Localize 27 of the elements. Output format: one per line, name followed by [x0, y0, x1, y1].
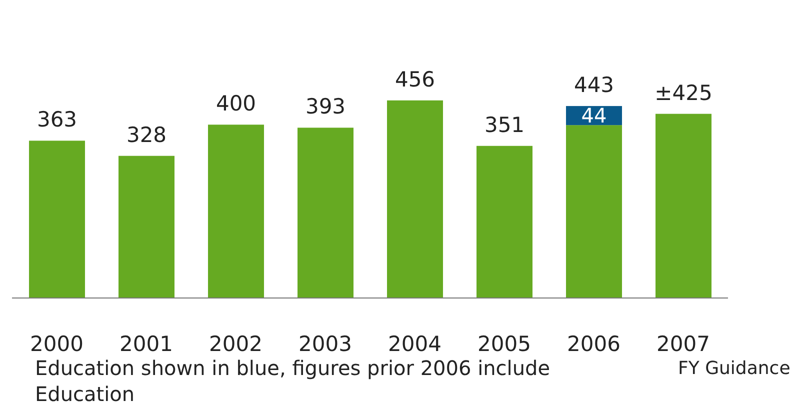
total-label: 456 — [394, 67, 436, 92]
text: FY Guidance — [678, 358, 790, 379]
total-label: 400 — [216, 92, 256, 116]
bar — [656, 114, 712, 298]
x-tick-label: 2006 — [567, 332, 620, 356]
text: Education shown in blue, figures prior 2006 include Education — [35, 355, 552, 407]
bar — [118, 156, 174, 298]
x-tick-label: 2002 — [209, 332, 262, 356]
bar — [208, 124, 264, 298]
total-label: 363 — [36, 108, 78, 132]
bar — [566, 125, 622, 298]
bar — [29, 140, 85, 298]
total-label: 443 — [574, 73, 614, 98]
total-label: 328 — [126, 122, 167, 147]
x-tick-label: 2004 — [388, 332, 442, 356]
bar — [387, 100, 443, 298]
bar — [298, 128, 354, 298]
x-tick-label: 2001 — [120, 332, 173, 356]
total-label: 351 — [484, 112, 525, 137]
total-label: ±425 — [654, 80, 712, 105]
total-label: 393 — [305, 94, 346, 119]
x-tick-label: 2007 — [656, 332, 710, 356]
x-tick-label: 2000 — [30, 332, 84, 356]
bar — [476, 146, 532, 298]
data-label: 44 — [581, 104, 607, 128]
x-tick-label: 2005 — [478, 332, 531, 356]
x-tick-label: 2003 — [298, 332, 352, 356]
